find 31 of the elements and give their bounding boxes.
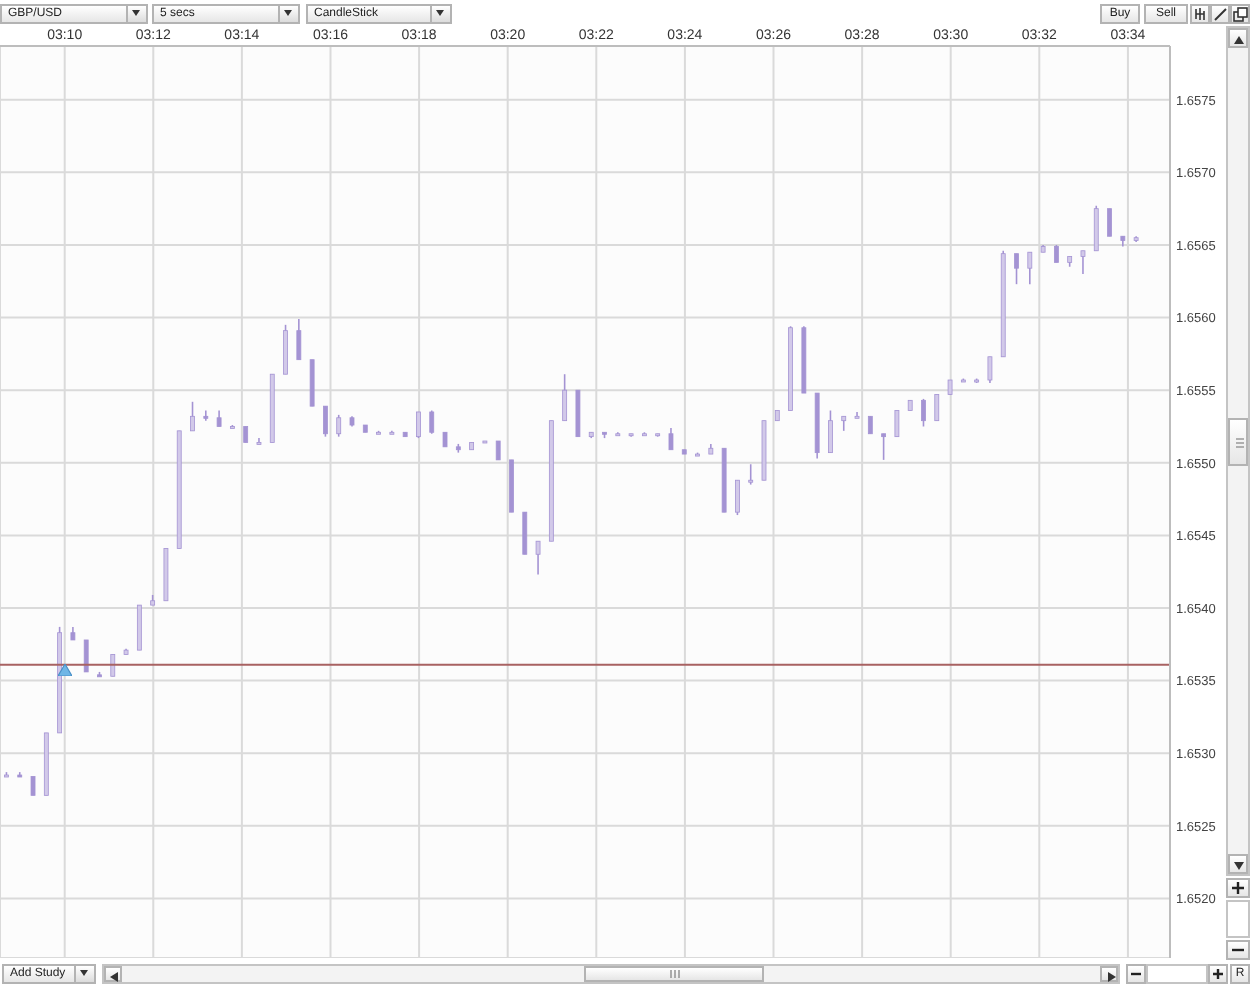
candlestick: [283, 324, 288, 375]
candlestick: [323, 405, 328, 438]
candlestick: [83, 639, 89, 673]
candlestick: [1027, 251, 1033, 285]
candlestick: [854, 411, 860, 419]
candlestick: [748, 463, 754, 486]
candlestick: [535, 540, 541, 576]
candlestick: [296, 318, 302, 361]
candlestick: [1080, 249, 1086, 275]
candlestick: [136, 604, 142, 651]
candlestick: [921, 398, 926, 428]
candlestick: [256, 437, 262, 445]
candlestick: [894, 409, 900, 438]
candlestick: [1107, 207, 1112, 238]
candlestick: [522, 511, 528, 556]
candlestick: [735, 479, 740, 516]
candlestick: [881, 432, 887, 461]
candlestick: [190, 401, 195, 432]
candlestick: [336, 414, 342, 438]
candlestick: [30, 776, 36, 796]
candlestick: [575, 389, 581, 438]
candlestick: [934, 393, 940, 422]
candlestick: [309, 358, 315, 407]
candlestick: [495, 440, 501, 461]
candlestick: [668, 427, 674, 451]
candlestick: [562, 373, 568, 422]
candlestick: [416, 411, 421, 439]
candlestick: [987, 355, 993, 384]
candlestick: [828, 409, 833, 454]
candlestick: [1093, 204, 1099, 252]
candlestick: [1014, 252, 1019, 285]
